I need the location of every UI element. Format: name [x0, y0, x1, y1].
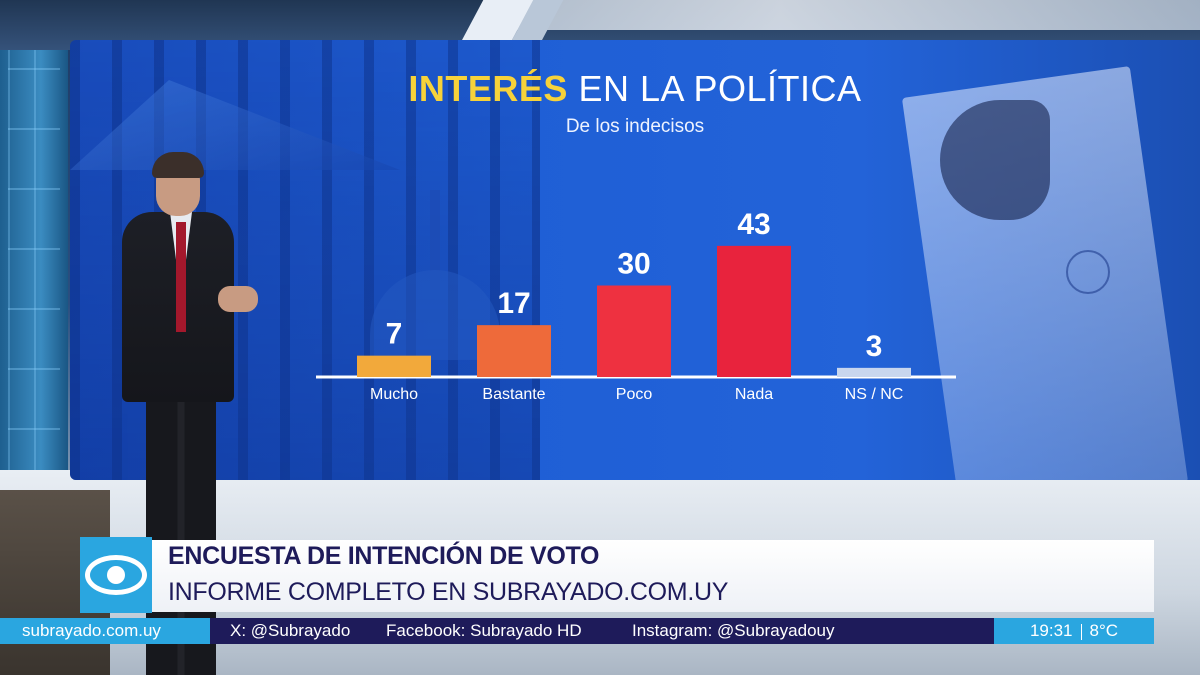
bar-value-label: 43 [737, 208, 770, 241]
studio-side-column [0, 50, 68, 550]
presenter-hair [152, 152, 204, 178]
bar-ns-nc [837, 367, 911, 377]
category-label: Mucho [370, 386, 418, 403]
lower-third-headline: ENCUESTA DE INTENCIÓN DE VOTO [168, 542, 600, 570]
lower-third [80, 540, 1154, 612]
column-grid [8, 50, 60, 550]
ticker-facebook: Facebook: Subrayado HD [386, 621, 582, 640]
ticker-site: subrayado.com.uy [0, 618, 210, 644]
bar-value-label: 30 [617, 248, 650, 281]
category-label: NS / NC [845, 386, 904, 403]
bar-value-label: 7 [386, 318, 403, 351]
category-label: Nada [735, 386, 773, 403]
bar-mucho [357, 355, 431, 377]
hand-image [940, 100, 1050, 220]
presenter-tie [176, 222, 186, 332]
ticker-instagram: Instagram: @Subrayadouy [632, 621, 835, 640]
chart-subtitle: De los indecisos [565, 116, 705, 137]
bar-bastante [477, 325, 551, 377]
category-label: Poco [616, 386, 653, 403]
eye-logo-icon [85, 555, 147, 595]
ceiling-light-panel [500, 0, 1200, 30]
bar-value-label: 17 [497, 287, 530, 320]
ticker-bar: subrayado.com.uy X: @Subrayado Facebook:… [0, 618, 1154, 644]
building-spire [430, 190, 440, 290]
bar-nada [717, 245, 791, 377]
ticker-clock: 19:31 8°C [994, 618, 1154, 644]
chart-title: INTERÉS EN LA POLÍTICA [70, 68, 1200, 110]
presenter-hands [218, 286, 258, 312]
lower-third-subline: INFORME COMPLETO EN SUBRAYADO.COM.UY [168, 578, 729, 606]
chart-title-rest: EN LA POLÍTICA [567, 68, 862, 109]
category-label: Bastante [482, 386, 545, 403]
ballot-seal [1066, 250, 1110, 294]
ticker-time: 19:31 [1029, 621, 1073, 640]
ticker-x-handle: X: @Subrayado [230, 621, 351, 640]
channel-logo [80, 537, 152, 613]
clock-separator [1080, 623, 1082, 640]
bar-value-label: 3 [866, 330, 883, 363]
presenter [118, 150, 268, 675]
bar-poco [597, 285, 671, 377]
chart-title-highlight: INTERÉS [408, 68, 568, 109]
ticker-temperature: 8°C [1089, 621, 1119, 640]
bar-chart: 7 Mucho 17 Bastante 30 Poco 43 Nada 3 NS / NC [316, 208, 956, 403]
